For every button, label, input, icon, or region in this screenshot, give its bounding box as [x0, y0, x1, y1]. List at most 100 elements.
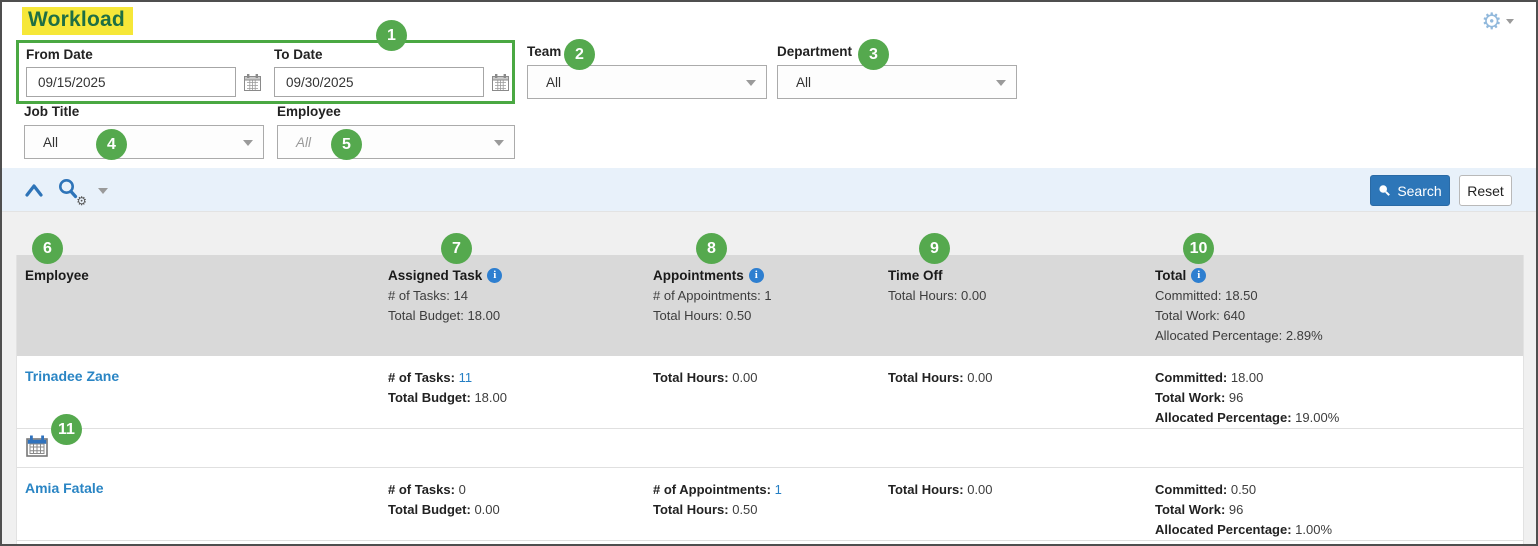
job-title-label: Job Title — [24, 104, 80, 119]
cell-label: Total Budget: — [388, 502, 471, 517]
callout-badge-8: 8 — [696, 233, 727, 264]
appointments-count-link[interactable]: 1 — [774, 482, 782, 497]
stat-value: 18.50 — [1225, 288, 1258, 303]
appointments-cell: # of Appointments: 1 Total Hours: 0.50 — [653, 480, 888, 540]
stat-label: Total Work: — [1155, 308, 1220, 323]
callout-badge-2: 2 — [564, 39, 595, 70]
cell-label: # of Tasks: — [388, 482, 455, 497]
cell-label: Total Hours: — [653, 370, 729, 385]
from-date-field: From Date — [26, 47, 262, 97]
callout-badge-3: 3 — [858, 39, 889, 70]
calendar-icon — [244, 73, 261, 91]
gear-icon: ⚙ — [1481, 8, 1502, 34]
column-assigned-task: Assigned Task i # of Tasks: 14 Total Bud… — [388, 268, 653, 346]
column-employee: Employee — [17, 268, 388, 346]
to-date-calendar-button[interactable] — [491, 73, 510, 92]
employee-name-link[interactable]: Trinadee Zane — [25, 368, 120, 384]
cell-value: 0 — [458, 482, 466, 497]
callout-badge-4: 4 — [96, 129, 127, 160]
row-schedule-strip — [17, 540, 1523, 544]
from-date-label: From Date — [26, 47, 93, 62]
cell-value: 96 — [1228, 502, 1244, 517]
stat-label: Committed: — [1155, 288, 1222, 303]
cell-value: 0.00 — [967, 482, 993, 497]
cell-label: Committed: — [1155, 482, 1228, 497]
column-title: Appointments — [653, 268, 744, 283]
column-title: Total — [1155, 268, 1187, 283]
calendar-icon — [26, 435, 48, 457]
search-icon — [1379, 185, 1391, 196]
stat-label: Total Hours: — [653, 308, 723, 323]
stat-label: Total Hours: — [888, 288, 958, 303]
collapse-filters-icon[interactable] — [24, 182, 44, 200]
stat-value: 1 — [764, 288, 772, 303]
cell-value: 19.00% — [1295, 410, 1340, 425]
table-row: Trinadee Zane # of Tasks: 11 Total Budge… — [17, 356, 1523, 428]
total-cell: Committed: 0.50 Total Work: 96 Allocated… — [1155, 480, 1523, 540]
cell-value: 0.00 — [732, 370, 758, 385]
search-settings-icon[interactable]: ⚙ — [56, 177, 87, 208]
chevron-down-icon — [243, 140, 253, 146]
callout-badge-6: 6 — [32, 233, 63, 264]
search-button-label: Search — [1397, 182, 1442, 199]
row-schedule-strip — [17, 428, 1523, 468]
search-toolbar: ⚙ Search Reset — [2, 168, 1536, 212]
info-icon[interactable]: i — [1191, 268, 1207, 283]
cell-label: Allocated Percentage: — [1155, 410, 1292, 425]
employee-label: Employee — [277, 104, 341, 119]
cell-label: Allocated Percentage: — [1155, 522, 1292, 537]
appointments-cell: Total Hours: 0.00 — [653, 368, 888, 428]
stat-value: 18.00 — [467, 308, 501, 323]
page-settings-button[interactable]: ⚙ — [1481, 10, 1514, 33]
from-date-input[interactable] — [26, 67, 236, 97]
column-time-off: Time Off Total Hours: 0.00 — [888, 268, 1155, 346]
stat-value: 14 — [453, 288, 468, 303]
cell-value: 0.50 — [732, 502, 758, 517]
workload-table: Employee Assigned Task i # of Tasks: 14 … — [16, 255, 1524, 544]
info-icon[interactable]: i — [748, 268, 764, 283]
team-dropdown[interactable]: All — [527, 65, 767, 99]
stat-label: Total Budget: — [388, 308, 464, 323]
info-icon[interactable]: i — [487, 268, 503, 283]
department-label: Department — [777, 44, 853, 59]
employee-selected-value: All — [296, 134, 312, 150]
column-title: Assigned Task — [388, 268, 483, 283]
cell-label: Total Budget: — [388, 390, 471, 405]
reset-button[interactable]: Reset — [1459, 175, 1512, 206]
cell-label: # of Appointments: — [653, 482, 771, 497]
cell-label: Total Work: — [1155, 390, 1226, 405]
to-date-field: To Date — [274, 47, 510, 97]
cell-label: Total Hours: — [888, 370, 964, 385]
department-selected-value: All — [796, 74, 812, 90]
chevron-down-icon — [494, 140, 504, 146]
employee-dropdown[interactable]: All — [277, 125, 515, 159]
team-label: Team — [527, 44, 562, 59]
callout-badge-1: 1 — [376, 20, 407, 51]
chevron-down-icon[interactable] — [98, 188, 108, 194]
job-title-selected-value: All — [43, 134, 59, 150]
cell-label: Total Work: — [1155, 502, 1226, 517]
callout-badge-9: 9 — [919, 233, 950, 264]
callout-badge-7: 7 — [441, 233, 472, 264]
cell-value: 18.00 — [1230, 370, 1264, 385]
employee-name-link[interactable]: Amia Fatale — [25, 480, 104, 496]
from-date-calendar-button[interactable] — [243, 73, 262, 92]
job-title-dropdown[interactable]: All — [24, 125, 264, 159]
callout-badge-10: 10 — [1183, 233, 1214, 264]
to-date-input[interactable] — [274, 67, 484, 97]
chevron-down-icon — [1506, 19, 1514, 24]
employee-schedule-calendar-button[interactable] — [25, 434, 49, 458]
to-date-label: To Date — [274, 47, 323, 62]
chevron-down-icon — [746, 80, 756, 86]
tasks-count-link[interactable]: 11 — [458, 370, 473, 385]
stat-value: 2.89% — [1285, 328, 1323, 343]
column-title: Employee — [25, 268, 89, 283]
cell-value: 0.00 — [474, 502, 500, 517]
date-range-group: From Date To Date — [16, 40, 515, 104]
cell-value: 0.00 — [967, 370, 993, 385]
search-button[interactable]: Search — [1370, 175, 1450, 206]
column-title: Time Off — [888, 268, 943, 283]
department-dropdown[interactable]: All — [777, 65, 1017, 99]
stat-label: # of Appointments: — [653, 288, 761, 303]
